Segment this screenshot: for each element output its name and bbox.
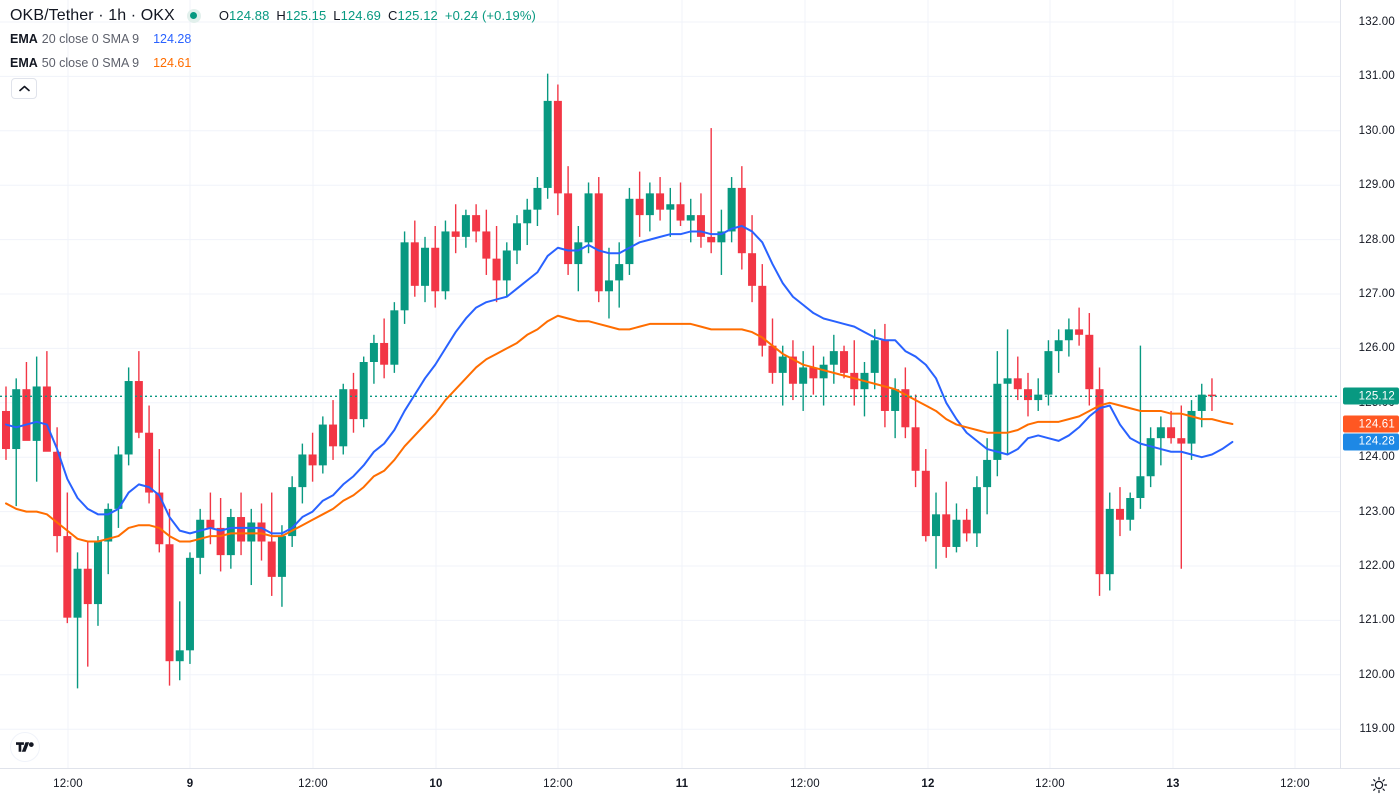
time-tick: 12 (921, 778, 935, 790)
time-tick: 12:00 (53, 778, 83, 790)
price-tick: 120.00 (1358, 668, 1395, 681)
indicator-params: 20 close 0 SMA 9 (41, 32, 140, 46)
tradingview-logo-icon[interactable] (10, 732, 40, 762)
time-tick: 12:00 (543, 778, 573, 790)
ohlc-values: O124.88 H125.15 L124.69 C125.12 +0.24 (+0.19… (219, 8, 536, 23)
ema20-price-badge[interactable]: 124.28 (1343, 433, 1399, 451)
time-tick: 12:00 (790, 778, 820, 790)
price-tick: 132.00 (1358, 16, 1395, 28)
open-value: 124.88 (229, 8, 270, 23)
time-tick: 9 (186, 778, 194, 790)
open-label: O (218, 8, 230, 23)
symbol-legend-row[interactable]: OKB/Tether · 1h · OKX O124.88 H125.15 L124… (10, 4, 536, 27)
chevron-up-icon (18, 85, 30, 92)
indicator-name: EMA (10, 56, 38, 70)
legend-collapse-button[interactable] (11, 78, 37, 99)
indicator-row-ema50[interactable]: EMA 50 close 0 SMA 9 124.61 (10, 51, 536, 75)
indicator-params: 50 close 0 SMA 9 (41, 56, 140, 70)
price-tick: 131.00 (1358, 70, 1395, 83)
symbol-title: OKB/Tether · 1h · OKX (10, 6, 175, 24)
market-open-dot-icon (181, 6, 207, 26)
high-label: H (276, 8, 286, 23)
chart-settings-icon[interactable] (1370, 776, 1388, 794)
close-label: C (388, 8, 398, 23)
chart-legend: OKB/Tether · 1h · OKX O124.88 H125.15 L124… (10, 4, 536, 75)
price-tick: 127.00 (1358, 288, 1395, 300)
price-tick: 128.00 (1358, 233, 1395, 246)
price-tick: 124.00 (1358, 451, 1395, 464)
high-value: 125.15 (285, 8, 327, 23)
price-tick: 130.00 (1358, 124, 1395, 137)
price-tick: 121.00 (1358, 614, 1395, 627)
indicator-row-ema20[interactable]: EMA 20 close 0 SMA 9 124.28 (10, 27, 536, 51)
time-tick: 10 (429, 778, 443, 790)
ema50-price-badge[interactable]: 124.61 (1343, 415, 1399, 433)
price-tick: 129.00 (1358, 179, 1395, 192)
price-axis[interactable]: 132.00 131.00 130.00 129.00 128.00 127.00 126.… (1340, 0, 1400, 768)
time-tick: 11 (675, 778, 689, 790)
price-tick: 126.00 (1358, 342, 1395, 355)
price-tick: 122.00 (1358, 560, 1395, 572)
low-label: L (333, 8, 341, 23)
time-axis[interactable]: 12:00 9 12:00 10 12:00 11 12:00 12 12:00 13 12:00 (0, 768, 1400, 800)
candlestick-chart-svg (0, 0, 1340, 768)
last-price-badge[interactable]: 125.12 (1343, 387, 1399, 405)
chart-plot-area[interactable] (0, 0, 1340, 768)
close-value: 125.12 (397, 8, 438, 23)
time-tick: 12:00 (1280, 778, 1310, 790)
time-tick: 12:00 (1035, 778, 1065, 790)
price-tick: 123.00 (1358, 505, 1395, 518)
indicator-name: EMA (10, 32, 38, 46)
time-tick: 12:00 (298, 778, 328, 790)
indicator-value: 124.28 (153, 32, 192, 46)
price-change: +0.24 (+0.19%) (444, 8, 536, 23)
price-tick: 119.00 (1359, 723, 1395, 736)
low-value: 124.69 (340, 8, 382, 23)
indicator-value: 124.61 (153, 56, 192, 70)
time-tick: 13 (1166, 778, 1180, 790)
